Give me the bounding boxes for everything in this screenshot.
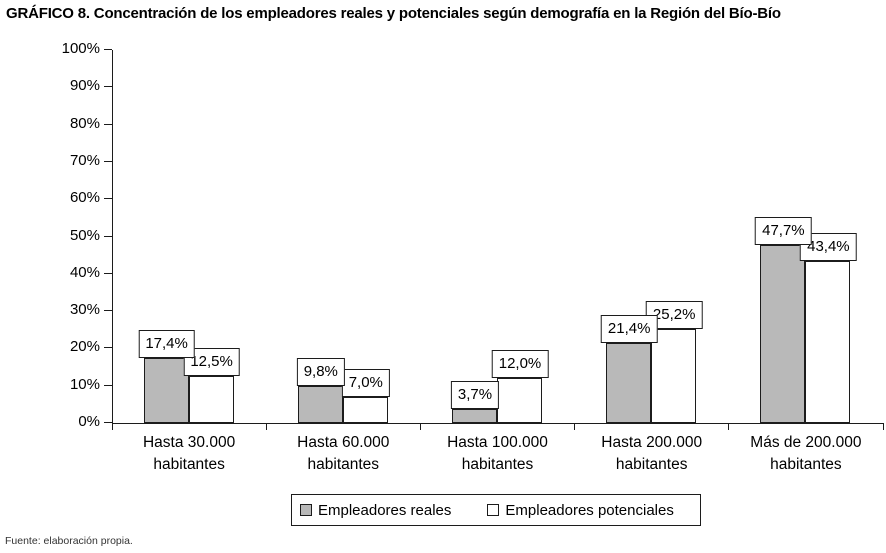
y-tick-label: 20% — [69, 338, 100, 355]
source-note: Fuente: elaboración propia. — [5, 535, 133, 547]
value-label: 9,8% — [296, 358, 345, 386]
legend-swatch-icon — [487, 504, 500, 516]
y-tick-label: 60% — [69, 189, 100, 206]
y-axis-tick — [104, 347, 112, 348]
category-label: Hasta 200.000 habitantes — [601, 434, 703, 473]
value-label: 21,4% — [600, 315, 658, 343]
bar-empleadores-reales — [452, 409, 497, 423]
category-label: Más de 200.000 habitantes — [750, 434, 862, 473]
y-tick-label: 90% — [69, 77, 100, 94]
x-axis-tick — [419, 423, 421, 430]
value-label: 47,7% — [755, 217, 812, 245]
y-axis-tick — [104, 124, 112, 125]
category-label: Hasta 30.000 habitantes — [142, 434, 236, 473]
category-label: Hasta 60.000 habitantes — [297, 434, 390, 473]
y-axis-tick — [104, 385, 112, 386]
y-tick-label: 70% — [69, 152, 100, 169]
legend-item-potenciales: Empleadores potenciales — [487, 501, 674, 519]
y-axis-tick — [104, 161, 112, 162]
bar-empleadores-potenciales — [651, 329, 697, 423]
figure-title: GRÁFICO 8. Concentración de los empleado… — [6, 5, 781, 22]
bar-empleadores-potenciales — [497, 378, 542, 423]
x-axis-tick — [882, 423, 884, 430]
y-tick-label: 80% — [69, 115, 100, 132]
y-tick-label: 50% — [69, 227, 100, 244]
bar-empleadores-reales — [297, 386, 343, 423]
bar-empleadores-potenciales — [342, 397, 388, 423]
y-axis-tick — [104, 273, 112, 274]
x-axis-tick — [265, 423, 267, 430]
legend-item-reales: Empleadores reales — [300, 502, 451, 519]
category-label: Hasta 100.000 habitantes — [447, 434, 548, 473]
legend: Empleadores reales Empleadores potenciale… — [291, 494, 701, 526]
y-tick-label: 0% — [78, 413, 100, 430]
bar-empleadores-reales — [143, 358, 189, 423]
bar-empleadores-reales — [760, 245, 806, 423]
y-tick-label: 40% — [69, 264, 100, 281]
y-tick-label: 100% — [61, 40, 100, 57]
bar-empleadores-reales — [606, 343, 652, 423]
value-label: 17,4% — [138, 330, 195, 358]
bar-empleadores-potenciales — [188, 376, 234, 423]
y-axis-tick — [104, 86, 112, 87]
legend-label: Empleadores reales — [318, 501, 452, 519]
y-tick-label: 30% — [69, 301, 100, 318]
y-tick-label: 10% — [69, 376, 100, 393]
bar-empleadores-potenciales — [805, 261, 851, 423]
x-axis-tick — [574, 423, 576, 430]
y-axis-tick — [104, 310, 112, 311]
value-label: 3,7% — [450, 381, 500, 409]
value-label: 7,0% — [341, 369, 390, 397]
y-axis-tick — [104, 49, 112, 50]
x-axis-tick — [728, 423, 730, 430]
y-axis-tick — [104, 422, 112, 423]
x-axis-tick — [111, 423, 113, 430]
y-axis-tick — [104, 198, 112, 199]
legend-label: Empleadores potenciales — [505, 501, 674, 519]
legend-swatch-icon — [300, 504, 312, 516]
value-label: 12,0% — [491, 350, 549, 378]
y-axis-tick — [104, 236, 112, 237]
plot-area — [112, 50, 884, 424]
